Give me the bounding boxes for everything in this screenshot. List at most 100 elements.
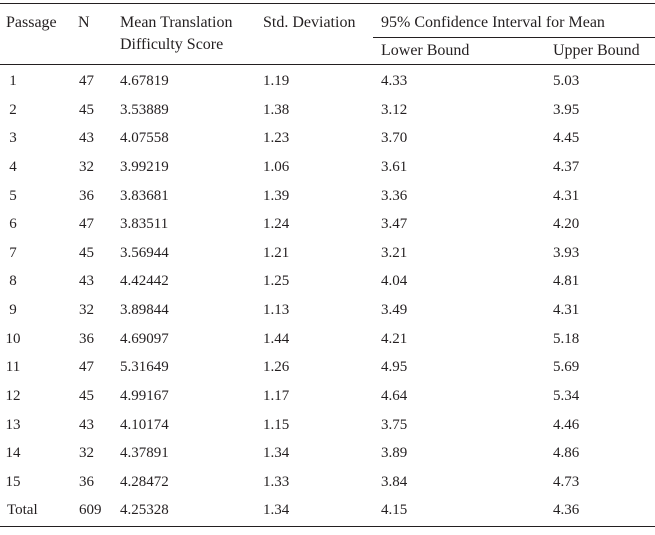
cell-lower: 3.47: [381, 216, 408, 232]
cell-upper: 3.95: [553, 102, 580, 118]
cell-n: 43: [79, 417, 94, 433]
cell-mean: 4.10174: [120, 417, 169, 433]
cell-n: 45: [79, 102, 94, 118]
table-row: 1 47 4.67819 1.19 4.33 5.03: [0, 67, 655, 95]
header-upper-bound: Upper Bound: [553, 42, 640, 59]
cell-passage: 9: [9, 302, 17, 318]
cell-std: 1.34: [263, 445, 290, 461]
cell-passage: 11: [5, 359, 21, 375]
cell-lower: 3.12: [381, 102, 408, 118]
cell-mean: 5.31649: [120, 359, 169, 375]
cell-n: 32: [79, 302, 94, 318]
cell-upper: 4.73: [553, 474, 580, 490]
table-row: 11 47 5.31649 1.26 4.95 5.69: [0, 353, 655, 381]
table-row: 13 43 4.10174 1.15 3.75 4.46: [0, 411, 655, 439]
header-mean-line2: Difficulty Score: [120, 36, 224, 53]
table-row: 15 36 4.28472 1.33 3.84 4.73: [0, 468, 655, 496]
cell-upper: 3.93: [553, 245, 580, 261]
cell-lower: 4.15: [381, 502, 408, 518]
cell-upper: 4.31: [553, 188, 580, 204]
table-top-rule: [0, 3, 655, 4]
cell-std: 1.26: [263, 359, 290, 375]
cell-passage: 4: [9, 159, 17, 175]
cell-upper: 4.81: [553, 273, 580, 289]
table-row: 5 36 3.83681 1.39 3.36 4.31: [0, 182, 655, 210]
cell-lower: 3.49: [381, 302, 408, 318]
cell-mean: 3.89844: [120, 302, 169, 318]
cell-std: 1.06: [263, 159, 290, 175]
cell-mean: 3.83681: [120, 188, 169, 204]
table-row: 10 36 4.69097 1.44 4.21 5.18: [0, 325, 655, 353]
cell-n: 36: [79, 188, 94, 204]
cell-std: 1.24: [263, 216, 290, 232]
header-lower-bound: Lower Bound: [381, 42, 470, 59]
table-row: 4 32 3.99219 1.06 3.61 4.37: [0, 153, 655, 181]
cell-passage: 6: [9, 216, 17, 232]
table-row: 3 43 4.07558 1.23 3.70 4.45: [0, 124, 655, 152]
cell-n: 36: [79, 331, 94, 347]
header-confidence-interval: 95% Confidence Interval for Mean: [381, 14, 605, 31]
table-row-total: Total 609 4.25328 1.34 4.15 4.36: [0, 496, 655, 524]
cell-std: 1.25: [263, 273, 290, 289]
cell-n: 47: [79, 359, 94, 375]
cell-n: 32: [79, 445, 94, 461]
cell-lower: 4.33: [381, 73, 408, 89]
cell-std: 1.39: [263, 188, 290, 204]
table-row: 7 45 3.56944 1.21 3.21 3.93: [0, 239, 655, 267]
cell-upper: 4.31: [553, 302, 580, 318]
cell-lower: 4.64: [381, 388, 408, 404]
cell-n: 36: [79, 474, 94, 490]
cell-upper: 4.45: [553, 130, 580, 146]
cell-std: 1.15: [263, 417, 290, 433]
cell-passage: 10: [5, 331, 21, 347]
cell-std: 1.17: [263, 388, 290, 404]
cell-n: 43: [79, 130, 94, 146]
cell-lower: 3.36: [381, 188, 408, 204]
cell-n: 45: [79, 388, 94, 404]
cell-n: 43: [79, 273, 94, 289]
cell-passage: 15: [5, 474, 21, 490]
cell-mean: 3.99219: [120, 159, 169, 175]
table-row: 2 45 3.53889 1.38 3.12 3.95: [0, 96, 655, 124]
cell-n: 47: [79, 73, 94, 89]
cell-std: 1.21: [263, 245, 290, 261]
cell-mean: 4.69097: [120, 331, 169, 347]
cell-std: 1.33: [263, 474, 290, 490]
cell-mean: 3.56944: [120, 245, 169, 261]
cell-lower: 4.21: [381, 331, 408, 347]
cell-passage: 8: [9, 273, 17, 289]
header-bottom-rule: [0, 64, 655, 65]
table-row: 8 43 4.42442 1.25 4.04 4.81: [0, 267, 655, 295]
cell-lower: 3.21: [381, 245, 408, 261]
table-row: 9 32 3.89844 1.13 3.49 4.31: [0, 296, 655, 324]
cell-passage: 12: [5, 388, 21, 404]
cell-lower: 3.89: [381, 445, 408, 461]
table-bottom-rule: [0, 526, 655, 527]
cell-lower: 3.61: [381, 159, 408, 175]
cell-mean: 4.37891: [120, 445, 169, 461]
cell-passage: 1: [9, 73, 17, 89]
header-passage: Passage: [6, 14, 57, 31]
cell-mean: 4.28472: [120, 474, 169, 490]
cell-upper: 5.34: [553, 388, 580, 404]
cell-n: 45: [79, 245, 94, 261]
cell-upper: 4.86: [553, 445, 580, 461]
cell-upper: 4.20: [553, 216, 580, 232]
cell-passage: 2: [9, 102, 17, 118]
ci-header-rule: [373, 37, 655, 38]
cell-std: 1.34: [263, 502, 290, 518]
cell-lower: 3.70: [381, 130, 408, 146]
cell-lower: 3.75: [381, 417, 408, 433]
cell-passage: Total: [7, 502, 38, 518]
cell-lower: 4.04: [381, 273, 408, 289]
cell-lower: 3.84: [381, 474, 408, 490]
table-row: 12 45 4.99167 1.17 4.64 5.34: [0, 382, 655, 410]
cell-passage: 5: [9, 188, 17, 204]
cell-upper: 4.46: [553, 417, 580, 433]
cell-mean: 3.83511: [120, 216, 169, 232]
cell-mean: 3.53889: [120, 102, 169, 118]
cell-std: 1.38: [263, 102, 290, 118]
cell-upper: 5.18: [553, 331, 580, 347]
cell-upper: 4.36: [553, 502, 580, 518]
cell-std: 1.44: [263, 331, 290, 347]
